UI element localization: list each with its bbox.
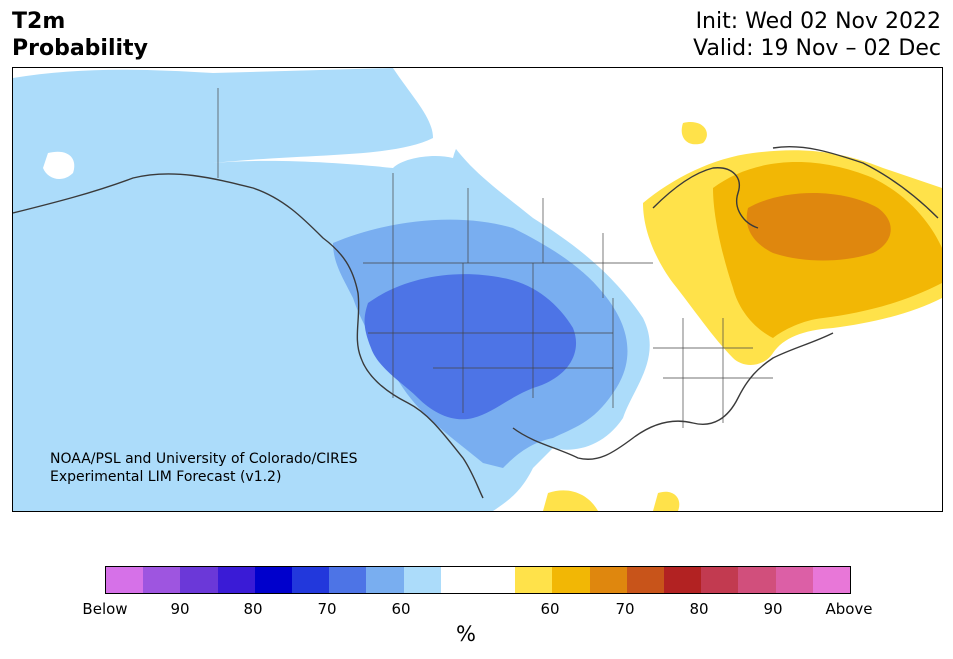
credit-line-1: NOAA/PSL and University of Colorado/CIRE… bbox=[50, 451, 358, 467]
colorbar-tick-label: 60 bbox=[540, 600, 560, 618]
colorbar-swatch bbox=[217, 567, 255, 593]
region-above-80 bbox=[746, 193, 891, 261]
coastline-west bbox=[13, 173, 484, 499]
colorbar-swatch bbox=[180, 567, 218, 593]
map-canvas bbox=[13, 68, 942, 511]
colorbar-swatch bbox=[254, 567, 293, 593]
colorbar-swatch bbox=[738, 567, 776, 593]
colorbar-swatch bbox=[589, 567, 627, 593]
colorbar-swatch bbox=[812, 567, 851, 593]
colorbar-tick-label: 90 bbox=[170, 600, 190, 618]
region-above-60-gulf bbox=[543, 490, 598, 511]
credit-line-2: Experimental LIM Forecast (v1.2) bbox=[50, 469, 282, 485]
colorbar-swatch bbox=[775, 567, 813, 593]
title-line-2: Probability bbox=[12, 36, 148, 61]
region-neutral-alaska bbox=[43, 151, 75, 180]
colorbar-tick-label: Below bbox=[82, 600, 128, 618]
political-borders bbox=[217, 88, 773, 428]
colorbar-tick-label: 70 bbox=[317, 600, 337, 618]
forecast-map: NOAA/PSL and University of Colorado/CIRE… bbox=[12, 67, 943, 512]
credit-text: NOAA/PSL and University of Colorado/CIRE… bbox=[50, 450, 358, 486]
region-above-60-south bbox=[653, 491, 680, 511]
init-date: Init: Wed 02 Nov 2022 bbox=[695, 9, 941, 34]
colorbar-swatch bbox=[552, 567, 590, 593]
region-above-60-baffin bbox=[681, 122, 707, 145]
coastline-gulf bbox=[512, 332, 834, 460]
colorbar-swatch bbox=[701, 567, 739, 593]
colorbar-tick-label: 60 bbox=[391, 600, 411, 618]
colorbar-tick-label: 70 bbox=[615, 600, 635, 618]
colorbar-tick-label: 80 bbox=[689, 600, 709, 618]
region-below-80 bbox=[364, 274, 577, 420]
title-line-1: T2m bbox=[12, 9, 66, 34]
colorbar-swatch bbox=[143, 567, 181, 593]
colorbar-swatch bbox=[106, 567, 144, 593]
colorbar-swatch bbox=[403, 567, 441, 593]
colorbar-swatch bbox=[292, 567, 330, 593]
colorbar bbox=[105, 566, 851, 594]
colorbar-swatch bbox=[664, 567, 702, 593]
colorbar-swatch bbox=[366, 567, 404, 593]
colorbar-swatch bbox=[478, 567, 516, 593]
colorbar-swatch bbox=[440, 567, 479, 593]
colorbar-tick-label: 90 bbox=[763, 600, 783, 618]
colorbar-swatch bbox=[515, 567, 553, 593]
coastline-hudson bbox=[652, 167, 759, 229]
map-title: T2m Probability bbox=[12, 8, 148, 62]
colorbar-tick-label: 80 bbox=[243, 600, 263, 618]
colorbar-swatch bbox=[329, 567, 367, 593]
coastline-labrador bbox=[772, 145, 939, 219]
valid-range: Valid: 19 Nov – 02 Dec bbox=[693, 36, 941, 61]
forecast-dates: Init: Wed 02 Nov 2022 Valid: 19 Nov – 02… bbox=[693, 8, 941, 62]
colorbar-tick-label: Above bbox=[825, 600, 873, 618]
colorbar-unit: % bbox=[456, 622, 476, 646]
region-neutral-north bbox=[213, 68, 503, 168]
colorbar-swatch bbox=[626, 567, 665, 593]
